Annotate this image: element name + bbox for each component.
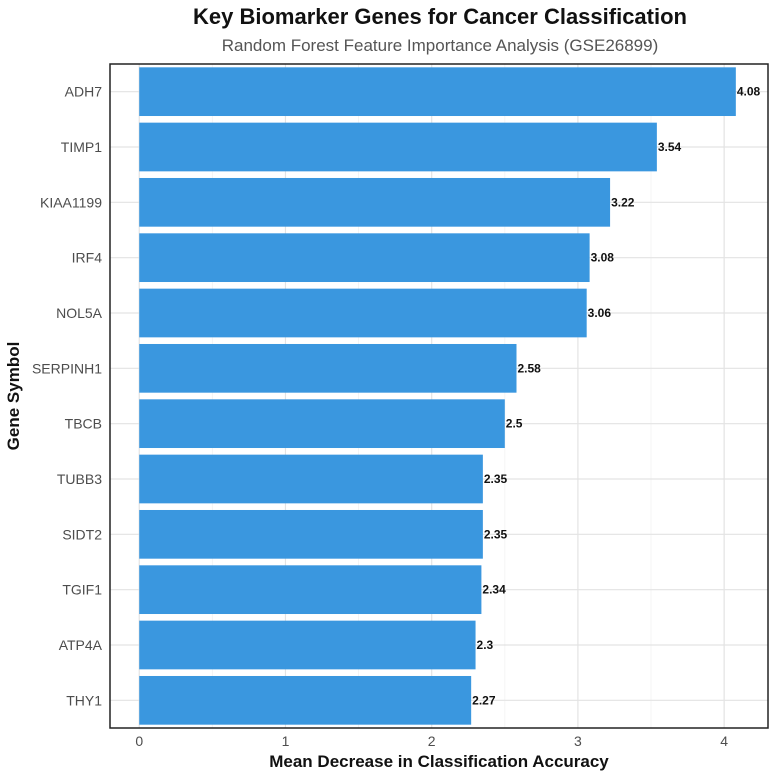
value-label: 3.08 bbox=[591, 251, 615, 265]
category-label: TGIF1 bbox=[62, 582, 102, 598]
plot-panel: 4.08 3.54 3.22 3.08 3.06 2.58 2.5 2.35 2.35 2.34 2… bbox=[109, 63, 769, 729]
bar-atp4a bbox=[139, 620, 476, 670]
x-tick-labels: 0 1 2 3 4 bbox=[135, 733, 728, 749]
value-label: 2.27 bbox=[472, 693, 496, 707]
category-label: TBCB bbox=[65, 416, 102, 432]
value-label: 2.5 bbox=[506, 417, 523, 431]
bar-serpinh1 bbox=[139, 343, 517, 393]
category-label: NOL5A bbox=[56, 305, 103, 321]
plot-background bbox=[110, 64, 768, 728]
bar-kiaa1199 bbox=[139, 177, 611, 227]
value-label: 3.54 bbox=[658, 140, 682, 154]
bar-tubb3 bbox=[139, 454, 483, 504]
bar-tbcb bbox=[139, 399, 505, 449]
x-tick-label: 4 bbox=[720, 733, 728, 749]
value-labels: 4.08 3.54 3.22 3.08 3.06 2.58 2.5 2.35 2.35 2.34 2… bbox=[472, 85, 760, 708]
category-label: ATP4A bbox=[59, 637, 103, 653]
bars bbox=[139, 67, 736, 725]
bar-irf4 bbox=[139, 233, 590, 283]
category-label: THY1 bbox=[66, 692, 102, 708]
value-label: 4.08 bbox=[737, 85, 761, 99]
x-tick-label: 3 bbox=[574, 733, 582, 749]
value-label: 3.06 bbox=[588, 306, 612, 320]
category-label: KIAA1199 bbox=[40, 194, 102, 210]
x-tick-label: 0 bbox=[135, 733, 143, 749]
bar-sidt2 bbox=[139, 509, 483, 559]
category-label: TIMP1 bbox=[61, 139, 102, 155]
category-label: IRF4 bbox=[72, 250, 103, 266]
bar-tgif1 bbox=[139, 565, 482, 615]
bar-timp1 bbox=[139, 122, 657, 172]
bar-thy1 bbox=[139, 675, 472, 725]
y-axis-title: Gene Symbol bbox=[4, 342, 23, 451]
category-label: SIDT2 bbox=[62, 526, 102, 542]
value-label: 2.35 bbox=[484, 472, 508, 486]
value-label: 3.22 bbox=[611, 195, 635, 209]
value-label: 2.35 bbox=[484, 527, 508, 541]
x-tick-label: 1 bbox=[282, 733, 290, 749]
value-label: 2.58 bbox=[517, 361, 541, 375]
x-tick-label: 2 bbox=[428, 733, 436, 749]
value-label: 2.3 bbox=[477, 638, 494, 652]
category-label: SERPINH1 bbox=[32, 360, 102, 376]
plot-border bbox=[109, 63, 769, 729]
bar-adh7 bbox=[139, 67, 736, 117]
category-label: TUBB3 bbox=[57, 471, 102, 487]
chart-title: Key Biomarker Genes for Cancer Classific… bbox=[193, 4, 687, 29]
chart-subtitle: Random Forest Feature Importance Analysi… bbox=[222, 36, 659, 55]
value-label: 2.34 bbox=[482, 583, 506, 597]
x-axis-title: Mean Decrease in Classification Accuracy bbox=[269, 752, 609, 771]
bar-nol5a bbox=[139, 288, 587, 338]
category-label: ADH7 bbox=[65, 84, 103, 100]
category-labels: ADH7 TIMP1 KIAA1199 IRF4 NOL5A SERPINH1 TBCB TU… bbox=[32, 84, 103, 709]
